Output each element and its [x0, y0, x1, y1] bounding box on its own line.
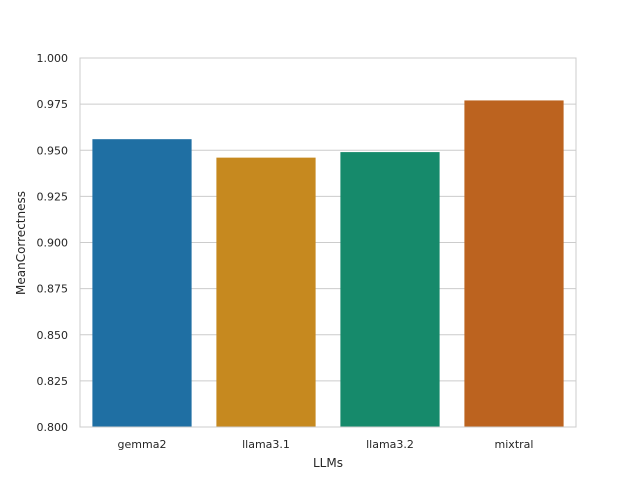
plot-frame — [79, 57, 577, 428]
y-tick-label: 0.950 — [37, 144, 69, 157]
bar-llama3.1 — [216, 157, 316, 427]
bar-gemma2 — [92, 139, 192, 427]
bar-llama3.2 — [340, 152, 440, 427]
x-tick-labels: gemma2 llama3.1 llama3.2 mixtral — [118, 438, 534, 451]
y-tick-label: 0.800 — [37, 421, 69, 434]
x-tick-label: llama3.2 — [366, 438, 414, 451]
x-tick-label: gemma2 — [118, 438, 167, 451]
y-axis-label: MeanCorrectness — [14, 191, 28, 295]
y-tick-label: 0.900 — [37, 237, 69, 250]
y-tick-label: 0.875 — [37, 283, 69, 296]
x-axis-label: LLMs — [313, 456, 343, 470]
y-tick-label: 0.925 — [37, 190, 69, 203]
y-tick-label: 1.000 — [37, 52, 69, 65]
y-tick-label: 0.825 — [37, 375, 69, 388]
y-tick-labels: 0.800 0.825 0.850 0.875 0.900 0.925 0.950 0.975… — [37, 52, 69, 434]
bars — [92, 100, 564, 427]
x-tick-label: llama3.1 — [242, 438, 290, 451]
y-tick-label: 0.850 — [37, 329, 69, 342]
x-tick-label: mixtral — [495, 438, 534, 451]
y-tick-label: 0.975 — [37, 98, 69, 111]
bar-mixtral — [464, 100, 564, 427]
